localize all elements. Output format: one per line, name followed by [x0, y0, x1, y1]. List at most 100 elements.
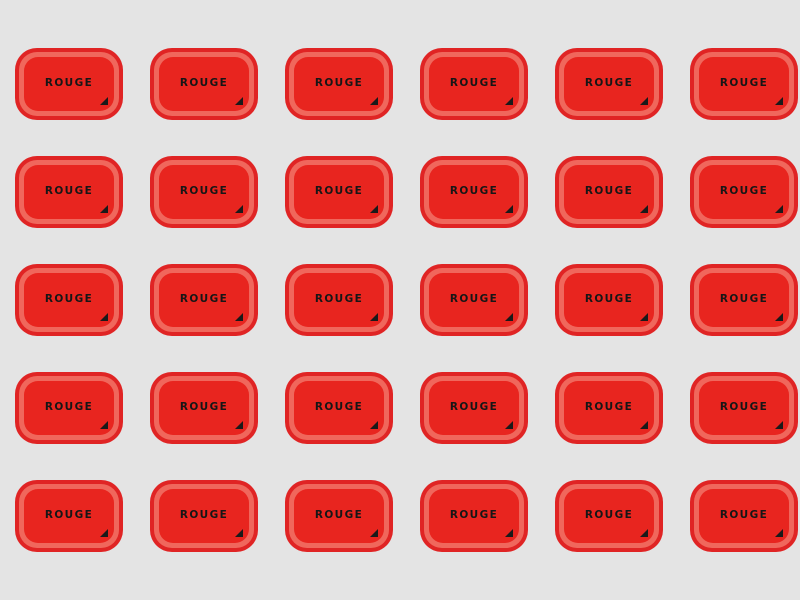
resize-handle-icon[interactable] — [370, 421, 378, 429]
rouge-button[interactable]: ROUGE — [285, 480, 393, 552]
button-face: ROUGE — [294, 273, 384, 327]
rouge-button[interactable]: ROUGE — [690, 156, 798, 228]
resize-handle-icon[interactable] — [235, 205, 243, 213]
button-face: ROUGE — [159, 165, 249, 219]
rouge-button[interactable]: ROUGE — [690, 48, 798, 120]
rouge-button-label: ROUGE — [44, 184, 94, 197]
resize-handle-icon[interactable] — [235, 421, 243, 429]
rouge-button[interactable]: ROUGE — [15, 156, 123, 228]
rouge-button-label: ROUGE — [719, 292, 769, 305]
button-face: ROUGE — [294, 165, 384, 219]
resize-handle-icon[interactable] — [235, 529, 243, 537]
resize-handle-icon[interactable] — [370, 313, 378, 321]
resize-handle-icon[interactable] — [775, 421, 783, 429]
rouge-button-label: ROUGE — [449, 184, 499, 197]
resize-handle-icon[interactable] — [370, 205, 378, 213]
button-face: ROUGE — [564, 489, 654, 543]
rouge-button[interactable]: ROUGE — [150, 264, 258, 336]
button-face: ROUGE — [429, 489, 519, 543]
rouge-button[interactable]: ROUGE — [420, 156, 528, 228]
button-face: ROUGE — [159, 489, 249, 543]
rouge-button[interactable]: ROUGE — [285, 48, 393, 120]
resize-handle-icon[interactable] — [100, 313, 108, 321]
rouge-button[interactable]: ROUGE — [690, 372, 798, 444]
button-face: ROUGE — [159, 273, 249, 327]
button-face: ROUGE — [24, 489, 114, 543]
rouge-button[interactable]: ROUGE — [420, 48, 528, 120]
resize-handle-icon[interactable] — [505, 313, 513, 321]
rouge-button[interactable]: ROUGE — [150, 156, 258, 228]
resize-handle-icon[interactable] — [100, 529, 108, 537]
button-face: ROUGE — [564, 381, 654, 435]
rouge-button[interactable]: ROUGE — [420, 480, 528, 552]
button-face: ROUGE — [429, 165, 519, 219]
resize-handle-icon[interactable] — [100, 97, 108, 105]
rouge-button[interactable]: ROUGE — [420, 372, 528, 444]
rouge-button[interactable]: ROUGE — [555, 480, 663, 552]
rouge-button-label: ROUGE — [584, 76, 634, 89]
resize-handle-icon[interactable] — [775, 97, 783, 105]
rouge-button[interactable]: ROUGE — [285, 372, 393, 444]
button-face: ROUGE — [564, 165, 654, 219]
rouge-button-label: ROUGE — [314, 184, 364, 197]
rouge-button[interactable]: ROUGE — [15, 48, 123, 120]
resize-handle-icon[interactable] — [640, 313, 648, 321]
rouge-button-label: ROUGE — [719, 400, 769, 413]
rouge-button-label: ROUGE — [44, 76, 94, 89]
button-face: ROUGE — [24, 165, 114, 219]
resize-handle-icon[interactable] — [640, 97, 648, 105]
resize-handle-icon[interactable] — [775, 529, 783, 537]
rouge-button[interactable]: ROUGE — [15, 480, 123, 552]
rouge-button-label: ROUGE — [719, 76, 769, 89]
resize-handle-icon[interactable] — [775, 313, 783, 321]
rouge-button[interactable]: ROUGE — [555, 156, 663, 228]
rouge-button-label: ROUGE — [449, 400, 499, 413]
rouge-button[interactable]: ROUGE — [555, 264, 663, 336]
rouge-button-label: ROUGE — [179, 184, 229, 197]
rouge-button[interactable]: ROUGE — [285, 156, 393, 228]
resize-handle-icon[interactable] — [505, 421, 513, 429]
rouge-button-label: ROUGE — [179, 508, 229, 521]
rouge-button[interactable]: ROUGE — [150, 372, 258, 444]
resize-handle-icon[interactable] — [505, 205, 513, 213]
rouge-button-label: ROUGE — [179, 400, 229, 413]
button-face: ROUGE — [294, 489, 384, 543]
button-face: ROUGE — [699, 489, 789, 543]
resize-handle-icon[interactable] — [370, 529, 378, 537]
rouge-button[interactable]: ROUGE — [555, 372, 663, 444]
rouge-button[interactable]: ROUGE — [15, 264, 123, 336]
button-face: ROUGE — [294, 57, 384, 111]
rouge-button-label: ROUGE — [179, 292, 229, 305]
resize-handle-icon[interactable] — [370, 97, 378, 105]
rouge-button[interactable]: ROUGE — [150, 480, 258, 552]
rouge-button-label: ROUGE — [584, 184, 634, 197]
resize-handle-icon[interactable] — [100, 421, 108, 429]
rouge-button[interactable]: ROUGE — [690, 264, 798, 336]
button-face: ROUGE — [24, 381, 114, 435]
rouge-button[interactable]: ROUGE — [690, 480, 798, 552]
button-face: ROUGE — [159, 57, 249, 111]
resize-handle-icon[interactable] — [640, 421, 648, 429]
resize-handle-icon[interactable] — [640, 205, 648, 213]
rouge-button[interactable]: ROUGE — [285, 264, 393, 336]
rouge-button-label: ROUGE — [314, 292, 364, 305]
rouge-button[interactable]: ROUGE — [555, 48, 663, 120]
resize-handle-icon[interactable] — [505, 97, 513, 105]
button-face: ROUGE — [429, 273, 519, 327]
resize-handle-icon[interactable] — [505, 529, 513, 537]
button-face: ROUGE — [24, 273, 114, 327]
resize-handle-icon[interactable] — [775, 205, 783, 213]
resize-handle-icon[interactable] — [640, 529, 648, 537]
resize-handle-icon[interactable] — [235, 97, 243, 105]
button-face: ROUGE — [564, 57, 654, 111]
rouge-button-label: ROUGE — [584, 292, 634, 305]
rouge-button-label: ROUGE — [314, 508, 364, 521]
button-face: ROUGE — [699, 165, 789, 219]
resize-handle-icon[interactable] — [100, 205, 108, 213]
rouge-button[interactable]: ROUGE — [15, 372, 123, 444]
rouge-button[interactable]: ROUGE — [150, 48, 258, 120]
rouge-button[interactable]: ROUGE — [420, 264, 528, 336]
resize-handle-icon[interactable] — [235, 313, 243, 321]
rouge-button-label: ROUGE — [449, 292, 499, 305]
button-face: ROUGE — [699, 381, 789, 435]
